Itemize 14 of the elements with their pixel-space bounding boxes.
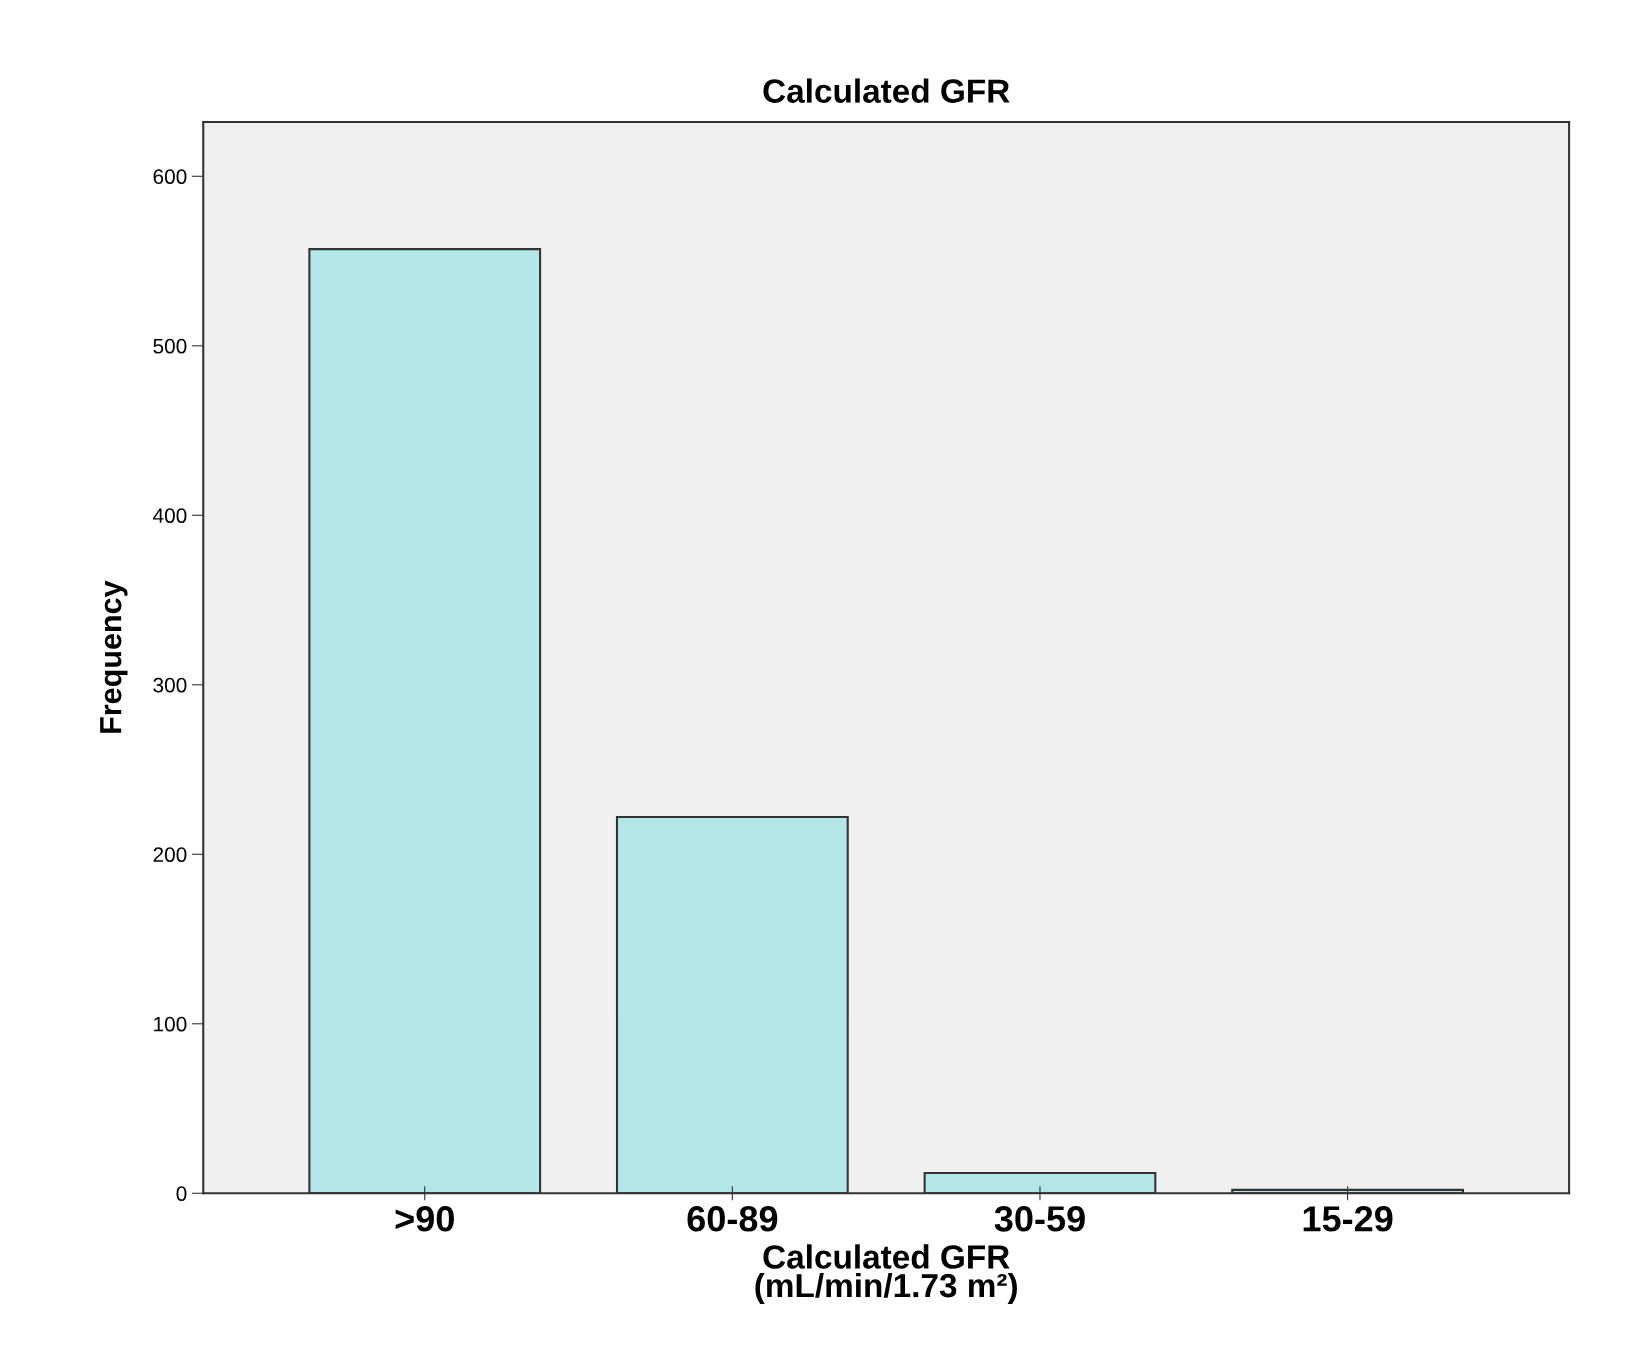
y-tick-label: 100 xyxy=(154,1016,187,1032)
y-tick-label: 400 xyxy=(153,508,187,524)
x-axis-title: Calculated GFR (mL/min/1.73 m²) xyxy=(755,1244,1017,1305)
x-tick-label: 30-59 xyxy=(994,1206,1085,1232)
x-tick-label: 60-89 xyxy=(687,1206,778,1232)
y-axis-title: Frequency xyxy=(100,580,128,733)
chart-title: Calculated GFR xyxy=(763,78,1010,103)
y-tick-label: 200 xyxy=(153,847,187,863)
y-tick-label: 300 xyxy=(153,677,187,693)
y-tick-label: 500 xyxy=(153,338,187,354)
x-tick-label: >90 xyxy=(395,1206,454,1232)
y-tick-label: 600 xyxy=(153,169,187,185)
x-tick-label: 15-29 xyxy=(1303,1206,1393,1232)
y-tick-label: 0 xyxy=(176,1186,187,1202)
